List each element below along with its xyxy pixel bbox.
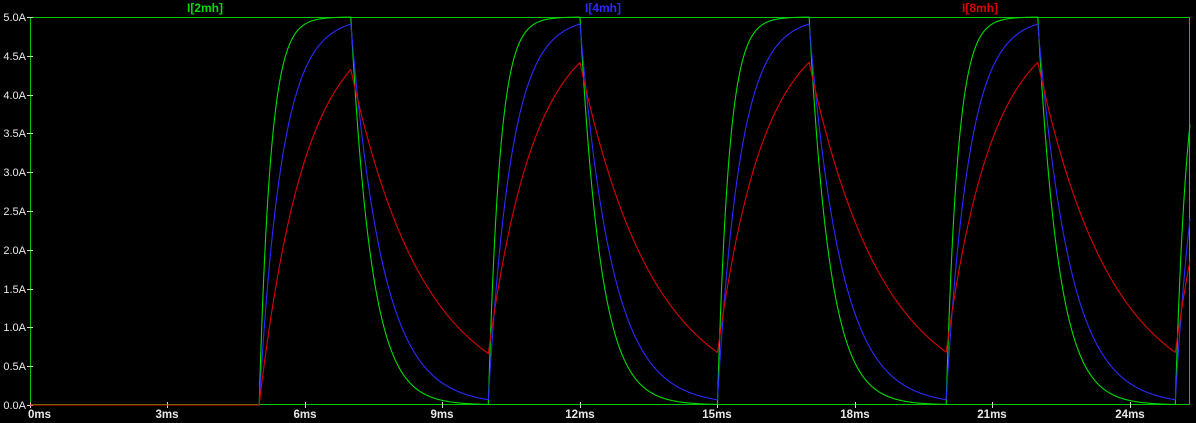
y-tick-label: 2.0A (3, 245, 26, 257)
trace-label-i4mh[interactable]: I[4mh] (585, 1, 621, 15)
y-tick-label: 4.5A (3, 51, 26, 63)
y-tick-label: 5.0A (3, 12, 26, 24)
y-tick-label: 2.5A (3, 206, 26, 218)
x-tick-label: 21ms (977, 409, 1006, 421)
x-tick-label: 6ms (293, 409, 316, 421)
y-tick-label: 0.0A (3, 400, 26, 412)
x-tick-label: 24ms (1115, 409, 1144, 421)
x-tick-label: 9ms (430, 409, 453, 421)
trace-i8mh[interactable] (29, 61, 1191, 406)
trace-label-i8mh[interactable]: I[8mh] (962, 1, 998, 15)
x-tick-label: 3ms (155, 409, 178, 421)
y-tick-label: 4.0A (3, 90, 26, 102)
y-tick-label: 1.0A (3, 322, 26, 334)
y-tick-label: 3.0A (3, 167, 26, 179)
trace-i2mh[interactable] (29, 16, 1191, 406)
x-tick-label: 15ms (702, 409, 731, 421)
y-tick-label: 0.5A (3, 361, 26, 373)
x-tick-label: 0ms (28, 409, 51, 421)
y-tick-label: 1.5A (3, 284, 26, 296)
y-tick-label: 3.5A (3, 128, 26, 140)
trace-label-i2mh[interactable]: I[2mh] (187, 1, 223, 15)
x-tick-label: 18ms (840, 409, 869, 421)
trace-i4mh[interactable] (29, 23, 1191, 406)
plot-frame (30, 17, 1190, 405)
x-tick-label: 12ms (565, 409, 594, 421)
